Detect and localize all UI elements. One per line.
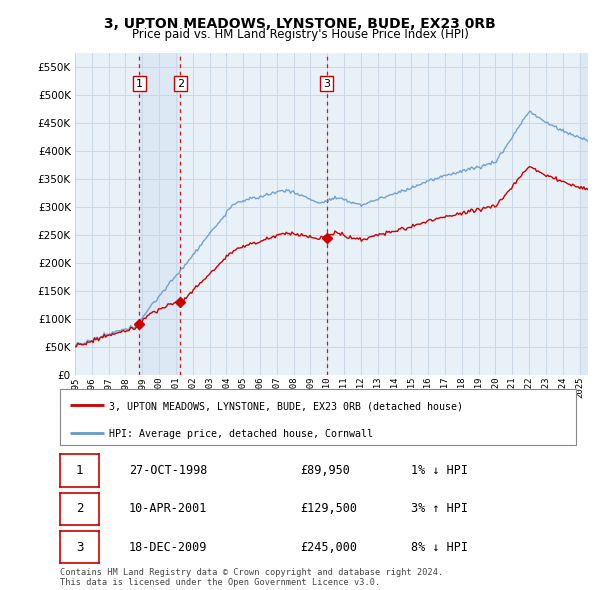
Text: 1: 1 [136,78,143,88]
Text: 2: 2 [76,502,83,516]
Text: HPI: Average price, detached house, Cornwall: HPI: Average price, detached house, Corn… [109,430,373,439]
Text: 3: 3 [323,78,330,88]
Text: 3% ↑ HPI: 3% ↑ HPI [411,502,468,516]
Text: £129,500: £129,500 [300,502,357,516]
Text: 3: 3 [76,540,83,554]
Text: 8% ↓ HPI: 8% ↓ HPI [411,540,468,554]
Text: 18-DEC-2009: 18-DEC-2009 [129,540,208,554]
Text: 27-OCT-1998: 27-OCT-1998 [129,464,208,477]
Text: 1: 1 [76,464,83,477]
Text: 2: 2 [177,78,184,88]
Text: 3, UPTON MEADOWS, LYNSTONE, BUDE, EX23 0RB (detached house): 3, UPTON MEADOWS, LYNSTONE, BUDE, EX23 0… [109,401,463,411]
Text: 10-APR-2001: 10-APR-2001 [129,502,208,516]
Text: Price paid vs. HM Land Registry's House Price Index (HPI): Price paid vs. HM Land Registry's House … [131,28,469,41]
Text: £89,950: £89,950 [300,464,350,477]
Bar [580,53,588,375]
Text: Contains HM Land Registry data © Crown copyright and database right 2024.
This d: Contains HM Land Registry data © Crown c… [60,568,443,587]
Text: 3, UPTON MEADOWS, LYNSTONE, BUDE, EX23 0RB: 3, UPTON MEADOWS, LYNSTONE, BUDE, EX23 0… [104,17,496,31]
Text: 1% ↓ HPI: 1% ↓ HPI [411,464,468,477]
Bar [139,53,181,375]
Text: £245,000: £245,000 [300,540,357,554]
